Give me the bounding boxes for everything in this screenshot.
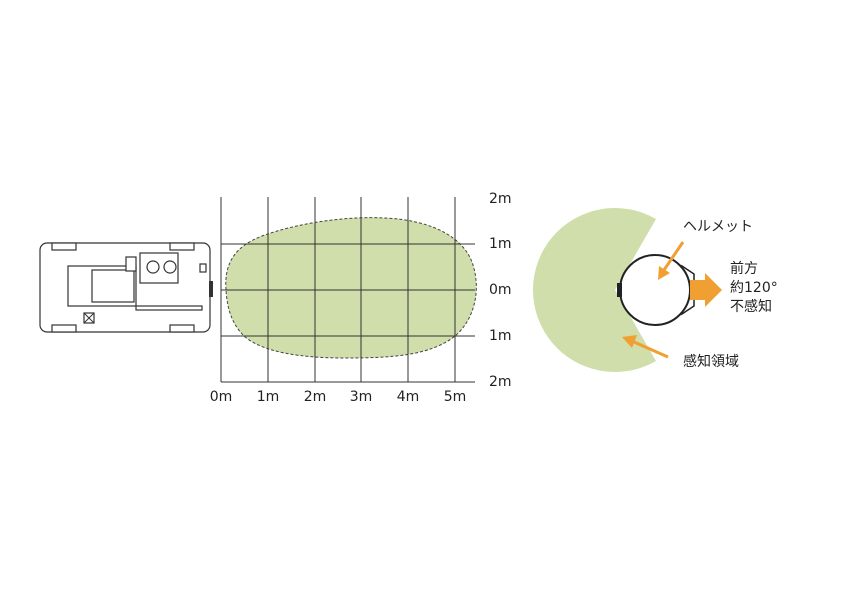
sensing-sector [532, 207, 656, 372]
y-label: 2m [489, 191, 512, 207]
x-labels: 0m 1m 2m 3m 4m 5m [210, 389, 467, 405]
angle-label: 約120° [730, 280, 778, 296]
y-label: 0m [489, 282, 512, 298]
helmet [617, 254, 695, 326]
forklift [39, 242, 213, 333]
x-label: 3m [350, 389, 373, 405]
front-label: 前方 [730, 260, 758, 277]
grid [220, 197, 475, 383]
y-label: 1m [489, 236, 512, 252]
y-label: 1m [489, 328, 512, 344]
y-labels: 2m 1m 0m 1m 2m [489, 191, 512, 390]
y-label: 2m [489, 374, 512, 390]
x-label: 1m [257, 389, 280, 405]
front-arrow [690, 273, 722, 307]
blind-label: 不感知 [730, 298, 772, 315]
x-label: 2m [304, 389, 327, 405]
area-label: 感知領域 [683, 353, 739, 370]
x-label: 5m [444, 389, 467, 405]
detection-area [225, 217, 477, 359]
x-label: 4m [397, 389, 420, 405]
pointers [622, 241, 685, 359]
helmet-label: ヘルメット [683, 219, 753, 235]
x-label: 0m [210, 389, 233, 405]
